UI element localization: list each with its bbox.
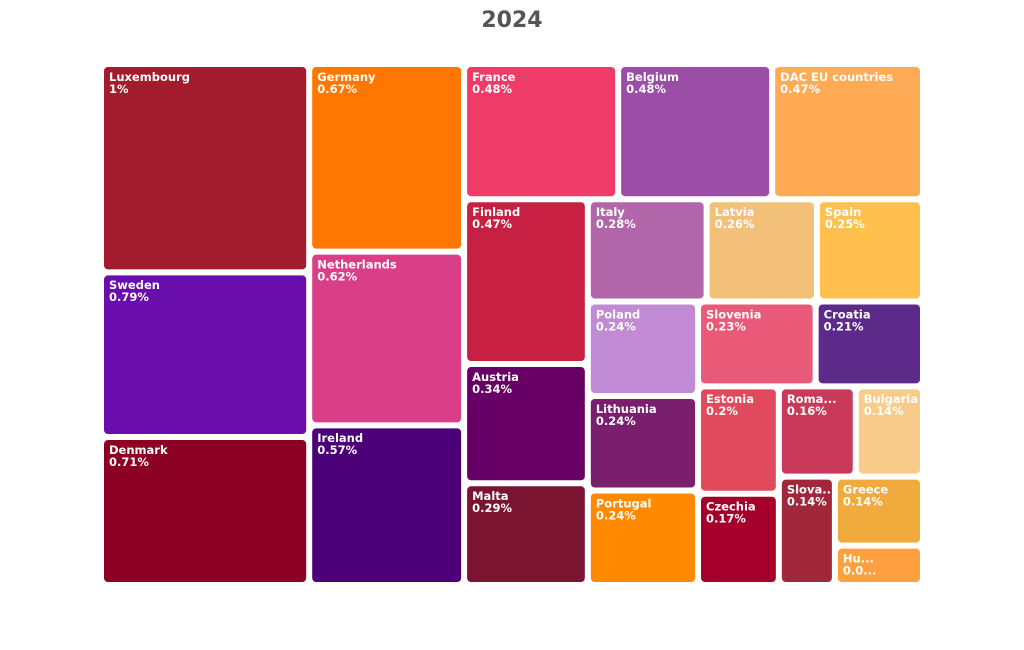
tile <box>104 440 307 582</box>
tile-name: Poland <box>596 307 640 321</box>
tile-name: Sweden <box>109 278 160 292</box>
tile-name: Netherlands <box>317 257 397 271</box>
tile <box>837 479 920 543</box>
tile <box>104 275 307 435</box>
tile-name: France <box>472 70 516 84</box>
tile-value: 0.17% <box>706 512 746 526</box>
tile-value: 0.2% <box>706 404 738 418</box>
tile-value: 0.14% <box>864 404 904 418</box>
tile <box>819 202 920 299</box>
tile-value: 0.14% <box>843 494 883 508</box>
tile <box>621 67 770 197</box>
tile <box>701 304 813 384</box>
tile-name: Slova... <box>787 482 836 496</box>
tile-value: 0.57% <box>317 443 357 457</box>
tile <box>709 202 814 299</box>
tile-name: Malta <box>472 489 508 503</box>
tile-name: Belgium <box>626 70 679 84</box>
tile-value: 0.67% <box>317 82 357 96</box>
tile <box>312 67 462 249</box>
tile-name: Hu... <box>843 551 874 565</box>
tile <box>701 496 776 582</box>
tile-name: Luxembourg <box>109 70 190 84</box>
tile-name: Estonia <box>706 392 754 406</box>
tile-name: Greece <box>843 482 889 496</box>
tile-name: Czechia <box>706 500 756 514</box>
tile-name: Denmark <box>109 443 168 457</box>
tile-value: 0.24% <box>596 319 636 333</box>
tile <box>781 479 832 582</box>
tile-name: Slovenia <box>706 307 761 321</box>
tile-name: Ireland <box>317 431 363 445</box>
tile-name: Lithuania <box>596 402 657 416</box>
tile-name: DAC EU countries <box>780 70 893 84</box>
tile <box>590 493 696 582</box>
tile-name: Spain <box>825 205 861 219</box>
tile <box>858 389 920 474</box>
tile-value: 0.21% <box>824 319 864 333</box>
tile <box>312 254 462 423</box>
tile-value: 0.23% <box>706 319 746 333</box>
tile-name: Latvia <box>715 205 755 219</box>
tile-value: 0.14% <box>787 494 827 508</box>
tile-value: 0.62% <box>317 269 357 283</box>
tile-name: Croatia <box>824 307 871 321</box>
tile <box>818 304 920 384</box>
tile <box>837 548 920 582</box>
tile-value: 0.48% <box>472 82 512 96</box>
tile <box>467 202 585 362</box>
tile-name: Austria <box>472 370 519 384</box>
tile-name: Italy <box>596 205 625 219</box>
tile <box>590 202 704 299</box>
tile <box>590 304 696 393</box>
tile-value: 0.71% <box>109 455 149 469</box>
tile <box>775 67 920 197</box>
tile <box>701 389 776 491</box>
tile <box>590 398 696 488</box>
tile-value: 0.0... <box>843 563 876 577</box>
tile-name: Portugal <box>596 496 652 510</box>
tile-name: Roma... <box>787 392 837 406</box>
tile-value: 0.25% <box>825 217 865 231</box>
tile <box>467 67 616 197</box>
tile-value: 0.34% <box>472 382 512 396</box>
tile-value: 0.26% <box>715 217 755 231</box>
tile-name: Germany <box>317 70 376 84</box>
tile-value: 0.29% <box>472 501 512 515</box>
tile <box>467 367 585 481</box>
tile-value: 0.24% <box>596 414 636 428</box>
tile-value: 0.47% <box>472 217 512 231</box>
tile-name: Bulgaria <box>864 392 918 406</box>
tile-value: 0.28% <box>596 217 636 231</box>
tile-value: 1% <box>109 82 129 96</box>
tile <box>104 67 307 270</box>
tile-value: 0.16% <box>787 404 827 418</box>
tile <box>781 389 853 474</box>
tile <box>312 428 462 582</box>
tile-name: Finland <box>472 205 520 219</box>
tile-value: 0.79% <box>109 290 149 304</box>
tile <box>467 486 585 582</box>
tile-value: 0.47% <box>780 82 820 96</box>
tile-value: 0.48% <box>626 82 666 96</box>
tile-value: 0.24% <box>596 508 636 522</box>
chart-title: 2024 <box>481 8 542 33</box>
